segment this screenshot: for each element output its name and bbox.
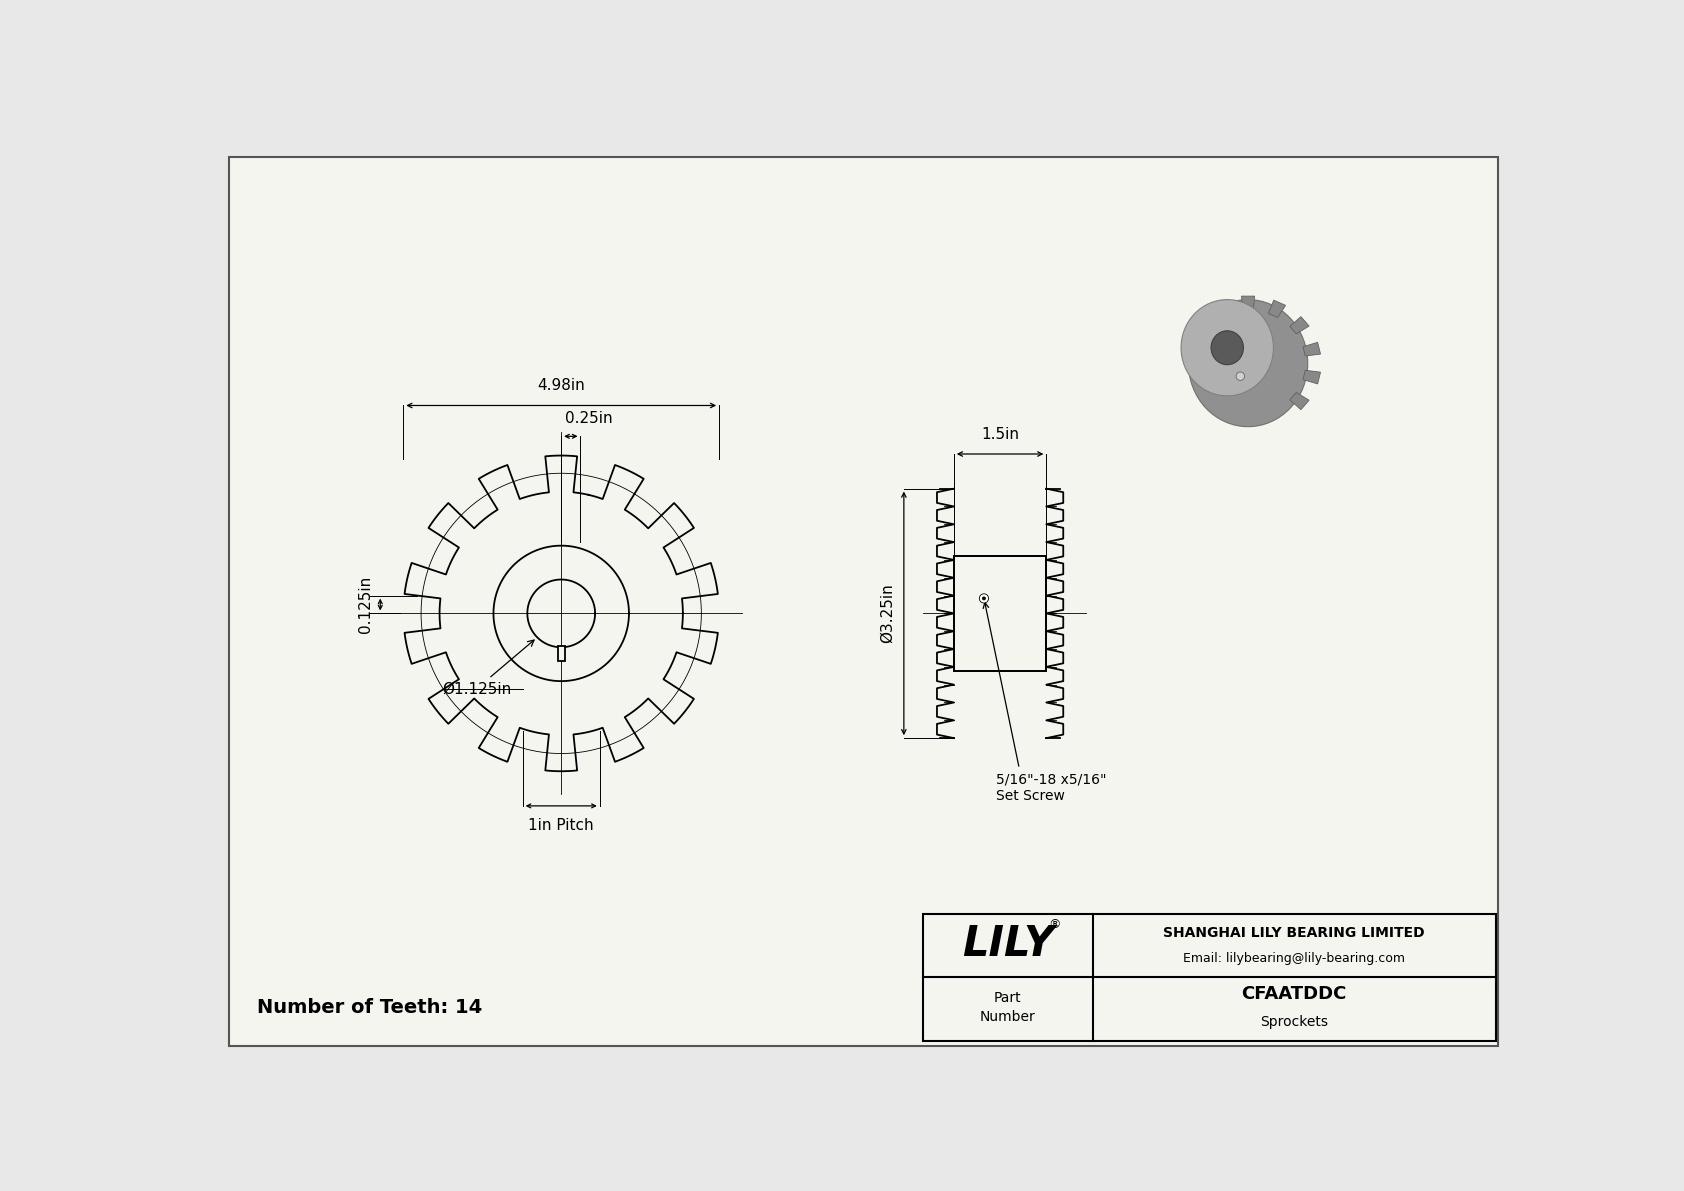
Polygon shape xyxy=(1290,392,1308,410)
Text: 1.5in: 1.5in xyxy=(982,426,1019,442)
Text: 0.125in: 0.125in xyxy=(357,576,372,634)
Polygon shape xyxy=(1303,370,1320,384)
Circle shape xyxy=(1236,372,1244,380)
Polygon shape xyxy=(1268,300,1285,318)
Bar xyxy=(923,913,1495,1041)
Polygon shape xyxy=(1187,317,1206,333)
Circle shape xyxy=(982,597,985,600)
Text: SHANGHAI LILY BEARING LIMITED: SHANGHAI LILY BEARING LIMITED xyxy=(1164,927,1425,941)
Polygon shape xyxy=(1211,300,1228,318)
Polygon shape xyxy=(1290,317,1308,333)
Text: Sprockets: Sprockets xyxy=(1260,1015,1329,1029)
Text: LILY: LILY xyxy=(962,923,1054,965)
Text: 1in Pitch: 1in Pitch xyxy=(529,818,594,834)
Polygon shape xyxy=(1241,297,1255,310)
Bar xyxy=(557,646,564,661)
Text: Number of Teeth: 14: Number of Teeth: 14 xyxy=(258,998,482,1017)
Bar xyxy=(953,556,1046,671)
Text: ®: ® xyxy=(1049,917,1061,930)
Text: Part
Number: Part Number xyxy=(980,991,1036,1024)
Ellipse shape xyxy=(1211,331,1243,364)
Polygon shape xyxy=(1303,342,1320,356)
Text: Ø1.125in: Ø1.125in xyxy=(441,640,534,697)
Text: CFAATDDC: CFAATDDC xyxy=(1241,985,1347,1003)
Text: Email: lilybearing@lily-bearing.com: Email: lilybearing@lily-bearing.com xyxy=(1184,952,1404,965)
Circle shape xyxy=(980,594,989,603)
Text: Ø3.25in: Ø3.25in xyxy=(879,584,894,643)
Ellipse shape xyxy=(1189,300,1308,426)
Text: 0.25in: 0.25in xyxy=(566,411,613,426)
Text: 5/16"-18 x5/16"
Set Screw: 5/16"-18 x5/16" Set Screw xyxy=(997,773,1106,803)
Ellipse shape xyxy=(1180,300,1273,395)
Text: 4.98in: 4.98in xyxy=(537,379,584,393)
